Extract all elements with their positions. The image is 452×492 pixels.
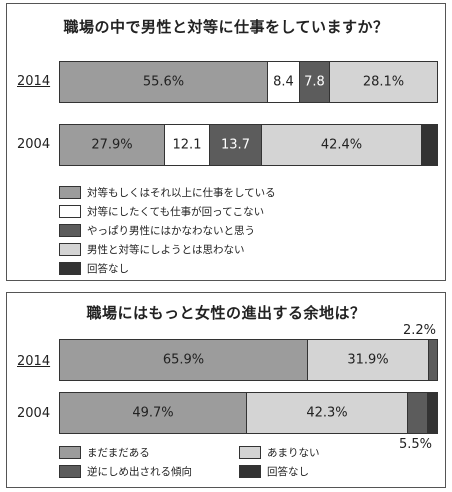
- bar-segment-little-room-2004: 42.3%: [247, 393, 408, 433]
- bar-segment-cannot-match-2014: 7.8: [300, 62, 330, 102]
- year-label-2004: 2004: [17, 137, 51, 152]
- year-label-2014: 2014: [17, 354, 51, 369]
- legend-label: 対等もしくはそれ以上に仕事をしている: [87, 187, 276, 199]
- bar-segment-no-intent-2004: 42.4%: [262, 125, 422, 165]
- chart-title: 職場の中で男性と対等に仕事をしていますか？: [63, 18, 389, 36]
- bar-segment-no-answer-2004: [428, 393, 437, 433]
- legend-item: 逆にしめ出される傾向: [59, 464, 192, 479]
- legend-swatch: [59, 205, 81, 218]
- chart-title: 職場にはもっと女性の進出する余地は？: [86, 304, 366, 322]
- data-label: 31.9%: [347, 352, 389, 368]
- legend-label: 逆にしめ出される傾向: [87, 466, 192, 478]
- legend-item: まだまだある: [59, 445, 150, 460]
- legend-swatch: [239, 446, 261, 459]
- data-label: 7.8: [304, 74, 325, 90]
- bar-segment-little-room-2014: 31.9%: [308, 340, 429, 380]
- bar-segment-shut-out-2014: [429, 340, 437, 380]
- bar-segment-much-room-2014: 65.9%: [60, 340, 308, 380]
- bar-segment-no-answer-2004: [422, 125, 437, 165]
- bar-segment-cannot-match-2004: 13.7: [210, 125, 262, 165]
- legend-label: まだまだある: [87, 447, 150, 459]
- data-label: 42.4%: [320, 137, 363, 153]
- year-label-2014: 2014: [17, 74, 51, 89]
- legend-item: 男性と対等にしようとは思わない: [59, 242, 245, 257]
- bar-segment-equal-2014: 55.6%: [60, 62, 268, 102]
- chart-panel-1: 職場の中で男性と対等に仕事をしていますか？ 2014 55.6% 8.4 7.8…: [6, 3, 446, 281]
- legend-swatch: [59, 446, 81, 459]
- bar-2004: 27.9% 12.1 13.7 42.4%: [59, 124, 438, 166]
- data-label: 55.6%: [142, 74, 185, 90]
- data-label: 12.1: [172, 137, 202, 153]
- legend-swatch: [239, 465, 261, 478]
- bar-2004: 49.7% 42.3%: [59, 392, 438, 434]
- data-label: 49.7%: [132, 405, 174, 421]
- legend-label: あまりない: [267, 447, 320, 459]
- legend-label: やっぱり男性にはかなわないと思う: [87, 225, 255, 237]
- data-label: 13.7: [221, 137, 250, 153]
- legend-item: 回答なし: [239, 464, 309, 479]
- legend-item: 対等もしくはそれ以上に仕事をしている: [59, 185, 276, 200]
- data-label: 42.3%: [306, 405, 348, 421]
- legend-swatch: [59, 243, 81, 256]
- legend-label: 回答なし: [267, 466, 309, 478]
- legend-swatch: [59, 224, 81, 237]
- legend-item: やっぱり男性にはかなわないと思う: [59, 223, 255, 238]
- bar-segment-no-intent-2014: 28.1%: [330, 62, 437, 102]
- data-label-outside-2004: 5.5%: [399, 437, 433, 452]
- data-label: 28.1%: [362, 74, 405, 90]
- bar-2014: 55.6% 8.4 7.8 28.1%: [59, 61, 438, 103]
- legend-label: 対等にしたくても仕事が回ってこない: [87, 206, 265, 218]
- data-label-outside-2014: 2.2%: [403, 323, 437, 338]
- bar-segment-no-work-2004: 12.1: [165, 125, 210, 165]
- chart-panel-2: 職場にはもっと女性の進出する余地は？ 2.2% 2014 65.9% 31.9%…: [6, 292, 446, 488]
- data-label: 8.4: [273, 74, 294, 90]
- legend-item: 回答なし: [59, 261, 129, 276]
- legend-item: あまりない: [239, 445, 320, 460]
- data-label: 65.9%: [162, 352, 205, 368]
- year-label-2004: 2004: [17, 406, 51, 421]
- legend-swatch: [59, 465, 81, 478]
- bar-segment-no-work-2014: 8.4: [268, 62, 300, 102]
- legend-swatch: [59, 186, 81, 199]
- bar-2014: 65.9% 31.9%: [59, 339, 438, 381]
- legend-item: 対等にしたくても仕事が回ってこない: [59, 204, 264, 219]
- legend-label: 回答なし: [87, 263, 129, 275]
- legend-swatch: [59, 262, 81, 275]
- bar-segment-much-room-2004: 49.7%: [60, 393, 247, 433]
- data-label: 27.9%: [91, 137, 133, 153]
- legend-label: 男性と対等にしようとは思わない: [87, 244, 245, 256]
- bar-segment-equal-2004: 27.9%: [60, 125, 165, 165]
- bar-segment-shut-out-2004: [408, 393, 428, 433]
